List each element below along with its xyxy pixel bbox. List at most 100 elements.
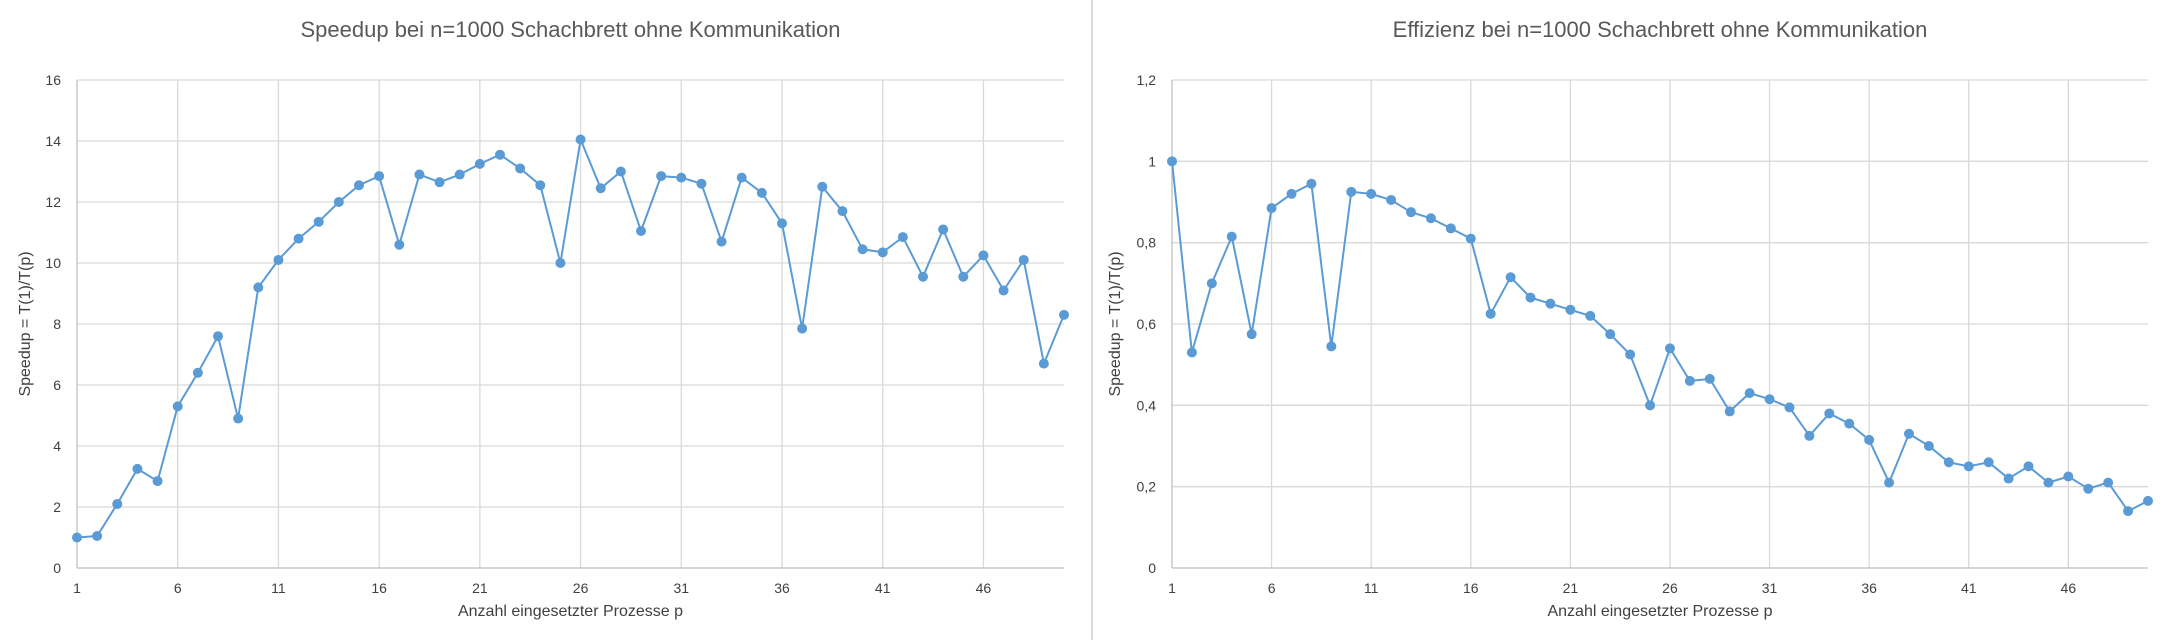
- speedup-chart: Speedup bei n=1000 Schachbrett ohne Komm…: [17, 17, 1069, 620]
- data-point: [112, 498, 123, 509]
- x-tick-label: 21: [1563, 580, 1579, 596]
- y-tick-label: 1,2: [1137, 72, 1157, 88]
- data-point: [374, 171, 385, 182]
- data-point: [1764, 394, 1775, 405]
- data-point: [575, 134, 586, 145]
- y-tick-label: 4: [53, 438, 61, 454]
- data-point: [1445, 223, 1456, 234]
- efficiency-chart-panel: Effizienz bei n=1000 Schachbrett ohne Ko…: [1094, 0, 2172, 640]
- data-point: [1505, 272, 1516, 283]
- x-tick-label: 11: [1364, 580, 1379, 596]
- data-point: [817, 181, 828, 192]
- data-point: [515, 163, 526, 174]
- data-point: [1346, 186, 1357, 197]
- data-point: [756, 187, 767, 198]
- y-tick-label: 6: [53, 377, 61, 393]
- x-tick-label: 41: [875, 580, 891, 596]
- data-point: [1465, 233, 1476, 244]
- data-point: [213, 331, 223, 342]
- y-tick-label: 0: [1148, 560, 1156, 576]
- data-point: [1605, 329, 1616, 340]
- data-point: [1804, 430, 1815, 441]
- data-point: [92, 530, 103, 541]
- x-tick-label: 41: [1961, 580, 1977, 596]
- data-point: [857, 244, 868, 255]
- series-line: [76, 135, 1065, 539]
- y-tick-label: 0,8: [1137, 235, 1157, 251]
- x-tick-label: 16: [1463, 580, 1479, 596]
- y-tick-label: 8: [53, 316, 61, 332]
- y-axis-label: Speedup = T(1)/T(p): [1107, 251, 1124, 396]
- data-point: [1664, 343, 1675, 354]
- data-point: [2023, 461, 2034, 472]
- data-point: [72, 532, 82, 543]
- chart-title: Speedup bei n=1000 Schachbrett ohne Komm…: [301, 17, 841, 42]
- data-point: [1186, 347, 1197, 358]
- data-point: [918, 271, 928, 282]
- data-point: [454, 169, 465, 180]
- data-point: [1585, 310, 1596, 321]
- data-point: [595, 183, 606, 194]
- x-axis-label: Anzahl eingesetzter Prozesse p: [1547, 603, 1772, 620]
- data-point: [2143, 495, 2153, 506]
- data-point: [233, 413, 244, 424]
- y-tick-label: 14: [45, 133, 61, 149]
- data-point: [1038, 358, 1049, 369]
- data-point: [1903, 428, 1914, 439]
- data-point: [1059, 309, 1069, 320]
- x-tick-label: 1: [1168, 580, 1176, 596]
- data-point: [1884, 477, 1895, 488]
- data-point: [172, 401, 183, 412]
- data-point: [998, 285, 1009, 296]
- data-point: [1625, 349, 1636, 360]
- data-point: [1983, 457, 1994, 468]
- panel-divider: [1091, 0, 1093, 640]
- data-point: [1366, 188, 1377, 199]
- x-tick-label: 6: [174, 580, 182, 596]
- data-point: [2043, 477, 2054, 488]
- data-point: [615, 166, 626, 177]
- data-point: [897, 232, 908, 243]
- data-point: [1226, 231, 1237, 242]
- data-point: [2063, 471, 2074, 482]
- y-tick-label: 0,6: [1137, 316, 1157, 332]
- data-point: [777, 218, 787, 229]
- data-point: [1018, 254, 1029, 265]
- x-tick-label: 46: [976, 580, 992, 596]
- data-point: [2103, 477, 2114, 488]
- data-point: [1744, 388, 1755, 399]
- data-point: [1963, 461, 1974, 472]
- data-point: [1386, 194, 1397, 205]
- data-point: [636, 225, 646, 236]
- x-tick-label: 26: [1662, 580, 1678, 596]
- x-tick-label: 16: [371, 580, 387, 596]
- data-point: [495, 149, 505, 160]
- data-point: [192, 367, 203, 378]
- data-point: [938, 224, 949, 235]
- y-tick-label: 0,2: [1137, 479, 1157, 495]
- efficiency-chart: Effizienz bei n=1000 Schachbrett ohne Ko…: [1107, 17, 2153, 620]
- y-tick-label: 10: [45, 255, 61, 271]
- x-tick-label: 46: [2061, 580, 2077, 596]
- data-point: [1824, 408, 1835, 419]
- y-tick-label: 0,4: [1137, 397, 1157, 413]
- data-point: [1684, 375, 1695, 386]
- data-point: [414, 169, 425, 180]
- data-point: [1724, 406, 1735, 417]
- x-tick-label: 36: [1861, 580, 1877, 596]
- data-point: [1923, 441, 1934, 451]
- data-point: [394, 239, 405, 250]
- data-point: [1266, 203, 1277, 214]
- data-point: [2123, 506, 2134, 517]
- data-point: [2003, 473, 2014, 484]
- data-point: [1286, 188, 1297, 199]
- data-point: [1306, 178, 1317, 189]
- data-point: [535, 180, 546, 191]
- y-tick-label: 12: [45, 194, 61, 210]
- x-tick-label: 6: [1268, 580, 1276, 596]
- data-point: [978, 250, 989, 261]
- chart-title: Effizienz bei n=1000 Schachbrett ohne Ko…: [1393, 17, 1928, 42]
- x-axis-label: Anzahl eingesetzter Prozesse p: [458, 603, 683, 620]
- data-point: [1246, 329, 1257, 340]
- y-tick-label: 2: [53, 499, 61, 515]
